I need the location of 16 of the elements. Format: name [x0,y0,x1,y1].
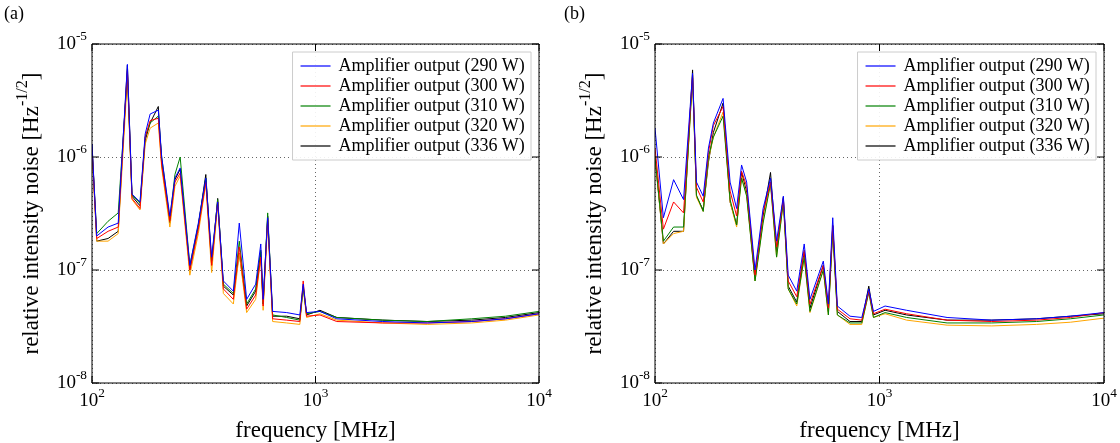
legend-label: Amplifier output (320 W) [903,114,1090,136]
legend-label: Amplifier output (290 W) [903,54,1090,76]
legend-label: Amplifier output (310 W) [903,94,1090,116]
text: (b) [564,2,585,24]
legend-label: Amplifier output (290 W) [338,54,525,76]
x-axis-title: frequency [MHz] [235,417,396,443]
text: (a) [4,2,24,24]
y-axis-title: relative intensity noise [Hz-1/2] [576,72,607,355]
legend-label: Amplifier output (300 W) [903,74,1090,96]
legend-label: Amplifier output (336 W) [903,134,1090,156]
legend-label: Amplifier output (336 W) [338,134,525,156]
legend-label: Amplifier output (320 W) [338,114,525,136]
legend-label: Amplifier output (300 W) [338,74,525,96]
y-axis-title: relative intensity noise [Hz-1/2] [13,72,44,355]
legend-label: Amplifier output (310 W) [338,94,525,116]
x-axis-title: frequency [MHz] [799,417,960,443]
